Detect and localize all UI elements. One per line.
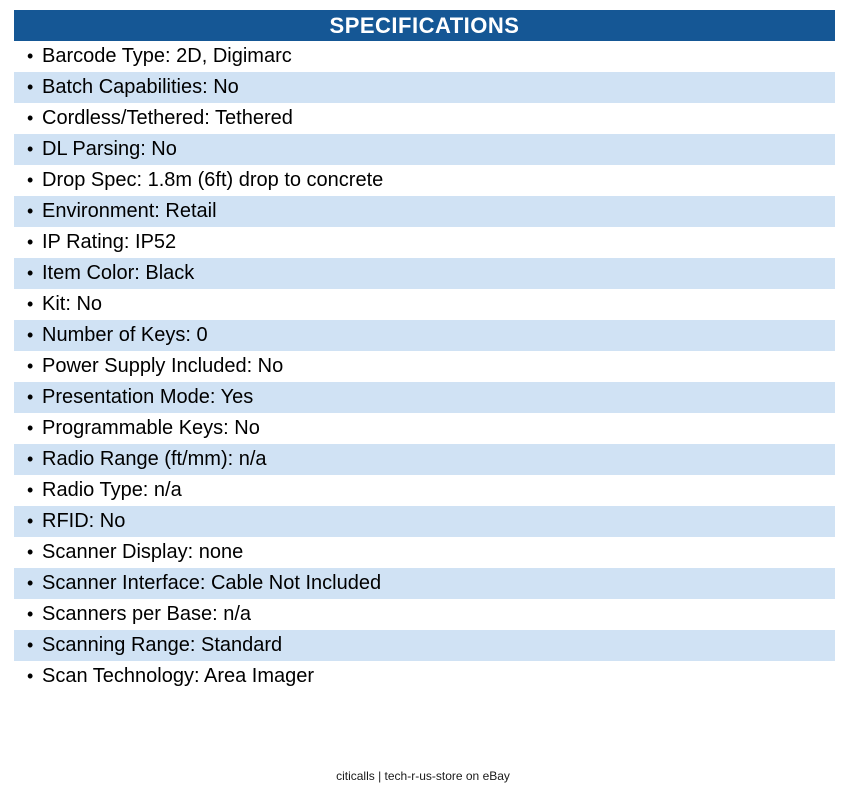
bullet-icon: • xyxy=(27,46,34,66)
bullet-icon: • xyxy=(27,666,34,686)
spec-row: • Number of Keys: 0 xyxy=(14,320,835,351)
spec-row: • Item Color: Black xyxy=(14,258,835,289)
bullet-icon: • xyxy=(27,139,34,159)
spec-text: IP Rating: IP52 xyxy=(42,231,177,253)
bullet-icon: • xyxy=(27,325,34,345)
spec-row: • Drop Spec: 1.8m (6ft) drop to concrete xyxy=(14,165,835,196)
spec-header: SPECIFICATIONS xyxy=(14,10,835,41)
spec-text: Scanner Display: none xyxy=(42,541,244,563)
spec-text: Radio Range (ft/mm): n/a xyxy=(42,448,267,470)
spec-row: • Scanning Range: Standard xyxy=(14,630,835,661)
bullet-icon: • xyxy=(27,542,34,562)
bullet-icon: • xyxy=(27,449,34,469)
bullet-icon: • xyxy=(27,511,34,531)
spec-row: • Scanner Interface: Cable Not Included xyxy=(14,568,835,599)
spec-text: Environment: Retail xyxy=(42,200,217,222)
spec-text: Scanner Interface: Cable Not Included xyxy=(42,572,382,594)
spec-row: • Batch Capabilities: No xyxy=(14,72,835,103)
spec-row: • Scan Technology: Area Imager xyxy=(14,661,835,692)
spec-text: Item Color: Black xyxy=(42,262,195,284)
bullet-icon: • xyxy=(27,356,34,376)
spec-row: • Radio Type: n/a xyxy=(14,475,835,506)
bullet-icon: • xyxy=(27,480,34,500)
bullet-icon: • xyxy=(27,387,34,407)
spec-row: • Presentation Mode: Yes xyxy=(14,382,835,413)
spec-text: Cordless/Tethered: Tethered xyxy=(42,107,293,129)
bullet-icon: • xyxy=(27,201,34,221)
spec-row: • Environment: Retail xyxy=(14,196,835,227)
spec-text: Barcode Type: 2D, Digimarc xyxy=(42,45,292,67)
bullet-icon: • xyxy=(27,604,34,624)
footer-credit: citicalls | tech-r-us-store on eBay xyxy=(336,769,510,783)
spec-row: • DL Parsing: No xyxy=(14,134,835,165)
spec-row: • Barcode Type: 2D, Digimarc xyxy=(14,41,835,72)
spec-row: • IP Rating: IP52 xyxy=(14,227,835,258)
spec-text: Number of Keys: 0 xyxy=(42,324,208,346)
bullet-icon: • xyxy=(27,108,34,128)
spec-text: Scanning Range: Standard xyxy=(42,634,283,656)
spec-list: • Barcode Type: 2D, Digimarc • Batch Capabi… xyxy=(14,41,835,692)
spec-row: • Cordless/Tethered: Tethered xyxy=(14,103,835,134)
spec-text: Scanners per Base: n/a xyxy=(42,603,252,625)
spec-row: • RFID: No xyxy=(14,506,835,537)
bullet-icon: • xyxy=(27,170,34,190)
bullet-icon: • xyxy=(27,294,34,314)
spec-text: Presentation Mode: Yes xyxy=(42,386,254,408)
spec-row: • Kit: No xyxy=(14,289,835,320)
spec-text: Radio Type: n/a xyxy=(42,479,182,501)
spec-header-title: SPECIFICATIONS xyxy=(329,13,520,38)
spec-text: Scan Technology: Area Imager xyxy=(42,665,315,687)
spec-text: Programmable Keys: No xyxy=(42,417,260,439)
bullet-icon: • xyxy=(27,77,34,97)
bullet-icon: • xyxy=(27,232,34,252)
spec-text: RFID: No xyxy=(42,510,126,532)
bullet-icon: • xyxy=(27,573,34,593)
spec-row: • Scanner Display: none xyxy=(14,537,835,568)
spec-row: • Programmable Keys: No xyxy=(14,413,835,444)
spec-text: Drop Spec: 1.8m (6ft) drop to concrete xyxy=(42,169,384,191)
bullet-icon: • xyxy=(27,418,34,438)
spec-text: DL Parsing: No xyxy=(42,138,177,160)
spec-row: • Power Supply Included: No xyxy=(14,351,835,382)
spec-text: Power Supply Included: No xyxy=(42,355,284,377)
spec-text: Kit: No xyxy=(42,293,103,315)
spec-row: • Scanners per Base: n/a xyxy=(14,599,835,630)
bullet-icon: • xyxy=(27,635,34,655)
spec-row: • Radio Range (ft/mm): n/a xyxy=(14,444,835,475)
spec-text: Batch Capabilities: No xyxy=(42,76,239,98)
bullet-icon: • xyxy=(27,263,34,283)
